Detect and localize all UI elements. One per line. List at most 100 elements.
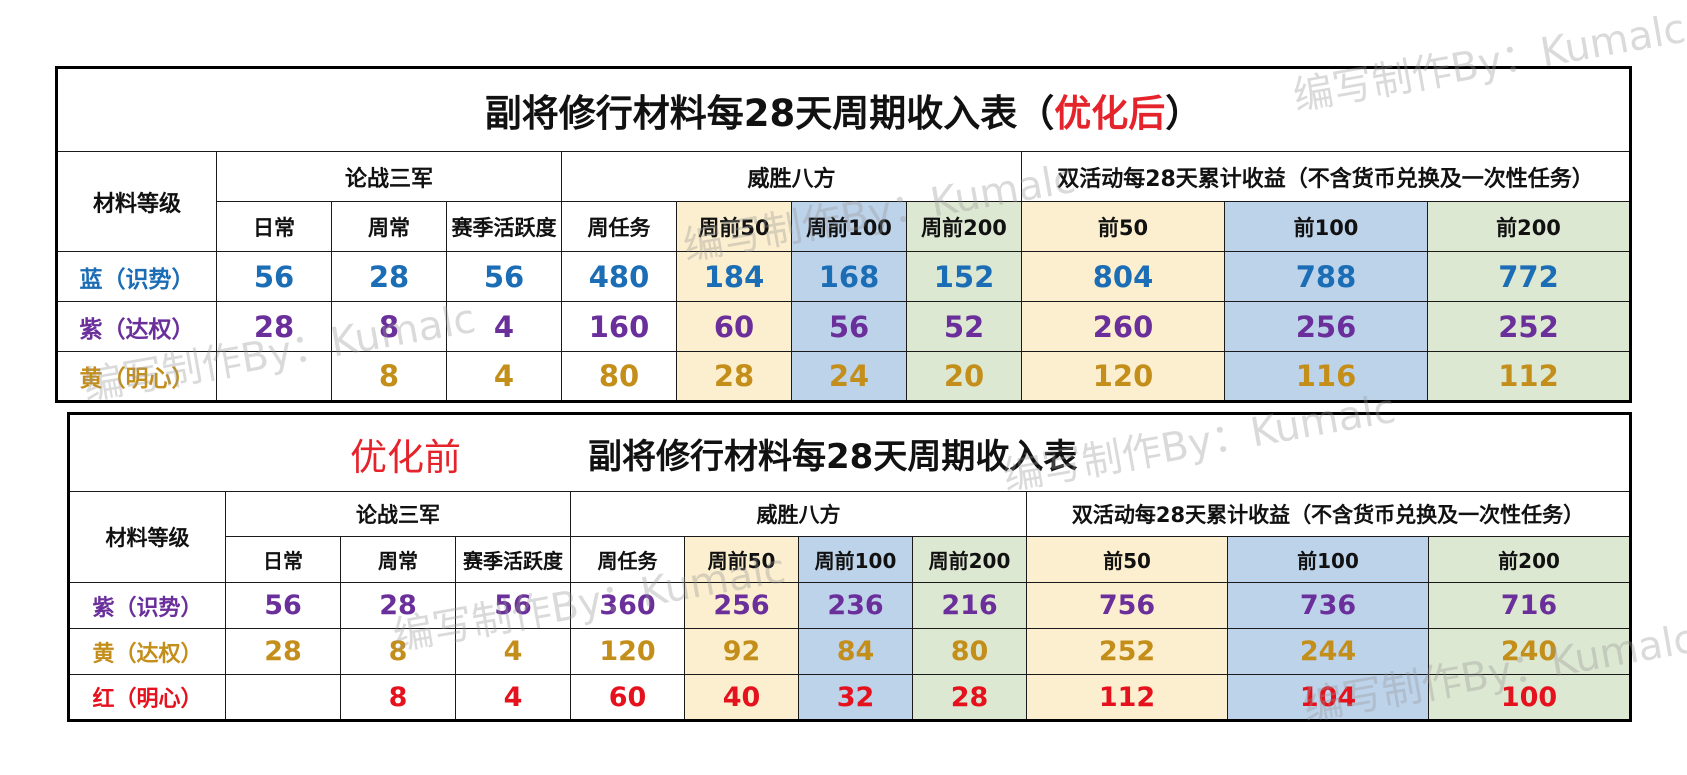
subheader-top100: 前100 bbox=[1227, 536, 1429, 583]
value-cell: 28 bbox=[216, 301, 332, 352]
value-cell: 8 bbox=[340, 628, 456, 675]
header-lunzhan-sanjun: 论战三军 bbox=[216, 151, 562, 202]
value-cell: 84 bbox=[798, 628, 913, 675]
header-weisheng-bafang: 威胜八方 bbox=[570, 491, 1027, 537]
table-row: 红（明心） 8 4 60 40 32 28 112 104 100 bbox=[68, 674, 1632, 721]
subheader-week-top100: 周前100 bbox=[791, 201, 907, 252]
value-cell: 28 bbox=[331, 251, 447, 302]
value-cell: 216 bbox=[912, 582, 1027, 629]
value-cell: 92 bbox=[684, 628, 799, 675]
value-cell: 244 bbox=[1227, 628, 1429, 675]
value-cell: 236 bbox=[798, 582, 913, 629]
subheader-week-top100: 周前100 bbox=[798, 536, 913, 583]
table-title-before: 优化前 副将修行材料每28天周期收入表 bbox=[67, 413, 1632, 492]
value-cell bbox=[225, 674, 341, 721]
header-material-level: 材料等级 bbox=[56, 151, 217, 252]
value-cell: 252 bbox=[1026, 628, 1228, 675]
title-optimized-after: 优化后 bbox=[1054, 92, 1166, 135]
value-cell: 8 bbox=[331, 301, 447, 352]
value-cell: 28 bbox=[676, 351, 792, 402]
value-cell: 716 bbox=[1427, 582, 1632, 629]
value-cell: 116 bbox=[1224, 351, 1428, 402]
value-cell: 256 bbox=[1224, 301, 1428, 352]
value-cell: 260 bbox=[1021, 301, 1225, 352]
row-label: 黄（明心） bbox=[56, 351, 217, 402]
value-cell: 8 bbox=[331, 351, 447, 402]
value-cell: 20 bbox=[906, 351, 1022, 402]
income-table-before: 优化前 副将修行材料每28天周期收入表 材料等级 论战三军 威胜八方 双活动每2… bbox=[67, 412, 1633, 722]
table-row: 黄（明心） 8 4 80 28 24 20 120 116 112 bbox=[56, 351, 1631, 402]
header-weisheng-bafang: 威胜八方 bbox=[561, 151, 1022, 202]
value-cell: 184 bbox=[676, 251, 792, 302]
subheader-weekly: 周常 bbox=[331, 201, 447, 252]
value-cell: 8 bbox=[340, 674, 456, 721]
subheader-top50: 前50 bbox=[1021, 201, 1225, 252]
value-cell: 56 bbox=[216, 251, 332, 302]
value-cell: 56 bbox=[225, 582, 341, 629]
subheader-weekly-task: 周任务 bbox=[561, 201, 677, 252]
subheader-daily: 日常 bbox=[216, 201, 332, 252]
table-row: 蓝（识势） 56 28 56 480 184 168 152 804 788 7… bbox=[56, 251, 1631, 302]
value-cell: 4 bbox=[455, 628, 571, 675]
value-cell: 24 bbox=[791, 351, 907, 402]
value-cell: 736 bbox=[1227, 582, 1429, 629]
row-label: 蓝（识势） bbox=[56, 251, 217, 302]
value-cell: 56 bbox=[455, 582, 571, 629]
subheader-season-activity: 赛季活跃度 bbox=[446, 201, 562, 252]
value-cell: 160 bbox=[561, 301, 677, 352]
value-cell: 104 bbox=[1227, 674, 1429, 721]
header-material-level: 材料等级 bbox=[68, 491, 226, 583]
value-cell: 40 bbox=[684, 674, 799, 721]
table-row: 紫（识势） 56 28 56 360 256 236 216 756 736 7… bbox=[68, 582, 1632, 629]
table-row: 黄（达权） 28 8 4 120 92 84 80 252 244 240 bbox=[68, 628, 1632, 675]
value-cell: 804 bbox=[1021, 251, 1225, 302]
title-main-text: 副将修行材料每28天周期收入表 bbox=[588, 437, 1078, 477]
subheader-top200: 前200 bbox=[1427, 201, 1631, 252]
subheader-week-top200: 周前200 bbox=[906, 201, 1022, 252]
value-cell: 28 bbox=[340, 582, 456, 629]
value-cell: 152 bbox=[906, 251, 1022, 302]
value-cell: 240 bbox=[1427, 628, 1632, 675]
value-cell: 120 bbox=[570, 628, 685, 675]
value-cell: 252 bbox=[1427, 301, 1631, 352]
value-cell: 480 bbox=[561, 251, 677, 302]
value-cell: 28 bbox=[225, 628, 341, 675]
table-title-after: 副将修行材料每28天周期收入表（优化后） bbox=[56, 67, 1631, 152]
subheader-week-top50: 周前50 bbox=[684, 536, 799, 583]
value-cell: 80 bbox=[912, 628, 1027, 675]
subheader-daily: 日常 bbox=[225, 536, 341, 583]
value-cell: 772 bbox=[1427, 251, 1631, 302]
title-optimized-before: 优化前 bbox=[350, 436, 461, 479]
title-main-text: 副将修行材料每28天周期收入表（ bbox=[484, 92, 1055, 135]
value-cell: 4 bbox=[455, 674, 571, 721]
value-cell: 56 bbox=[446, 251, 562, 302]
value-cell: 100 bbox=[1427, 674, 1632, 721]
subheader-week-top200: 周前200 bbox=[912, 536, 1027, 583]
row-label: 紫（达权） bbox=[56, 301, 217, 352]
value-cell: 120 bbox=[1021, 351, 1225, 402]
row-label: 黄（达权） bbox=[68, 628, 226, 675]
subheader-top100: 前100 bbox=[1224, 201, 1428, 252]
header-double-activity: 双活动每28天累计收益（不含货币兑换及一次性任务） bbox=[1025, 491, 1632, 537]
row-label: 紫（识势） bbox=[68, 582, 226, 629]
value-cell: 60 bbox=[676, 301, 792, 352]
subheader-season-activity: 赛季活跃度 bbox=[455, 536, 571, 583]
value-cell: 788 bbox=[1224, 251, 1428, 302]
header-double-activity: 双活动每28天累计收益（不含货币兑换及一次性任务） bbox=[1021, 151, 1631, 202]
income-table-after: 副将修行材料每28天周期收入表（优化后） 材料等级 论战三军 威胜八方 双活动每… bbox=[55, 66, 1632, 403]
subheader-weekly: 周常 bbox=[340, 536, 456, 583]
value-cell: 80 bbox=[561, 351, 677, 402]
header-lunzhan-sanjun: 论战三军 bbox=[225, 491, 571, 537]
subheader-weekly-task: 周任务 bbox=[570, 536, 685, 583]
value-cell: 112 bbox=[1026, 674, 1228, 721]
value-cell: 4 bbox=[446, 301, 562, 352]
value-cell: 168 bbox=[791, 251, 907, 302]
table-row: 紫（达权） 28 8 4 160 60 56 52 260 256 252 bbox=[56, 301, 1631, 352]
value-cell: 756 bbox=[1026, 582, 1228, 629]
subheader-week-top50: 周前50 bbox=[676, 201, 792, 252]
value-cell: 56 bbox=[791, 301, 907, 352]
subheader-top200: 前200 bbox=[1427, 536, 1632, 583]
value-cell: 112 bbox=[1427, 351, 1631, 402]
value-cell: 256 bbox=[684, 582, 799, 629]
value-cell: 360 bbox=[570, 582, 685, 629]
